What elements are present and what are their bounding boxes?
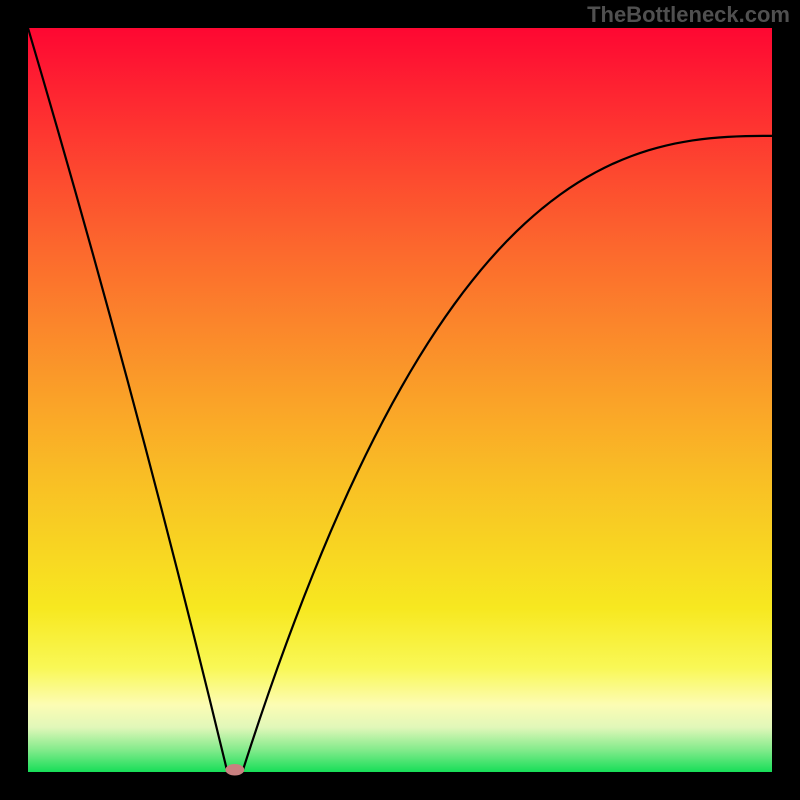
chart-container: TheBottleneck.com bbox=[0, 0, 800, 800]
chart-plot-background bbox=[28, 28, 772, 772]
minimum-marker bbox=[226, 765, 244, 775]
watermark-text: TheBottleneck.com bbox=[587, 2, 790, 28]
bottleneck-chart bbox=[0, 0, 800, 800]
